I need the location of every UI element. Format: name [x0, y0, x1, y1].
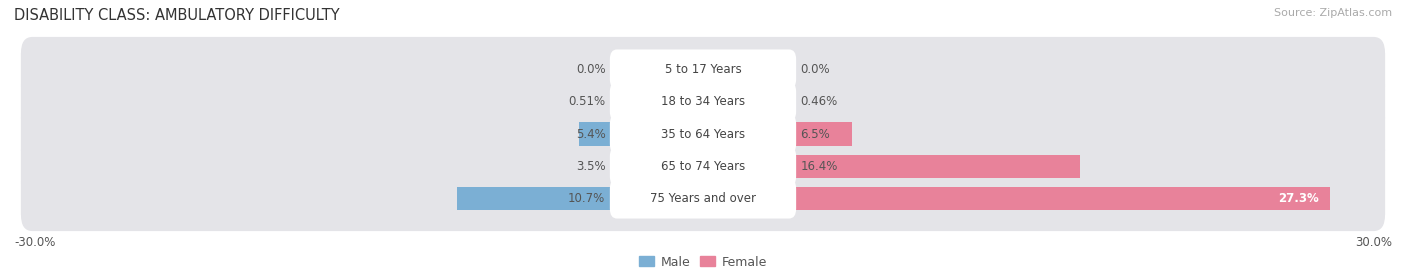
Text: 5 to 17 Years: 5 to 17 Years: [665, 63, 741, 76]
Bar: [579, 122, 703, 146]
Bar: [457, 187, 703, 210]
Bar: [703, 155, 1080, 178]
FancyBboxPatch shape: [21, 37, 1385, 102]
FancyBboxPatch shape: [21, 134, 1385, 199]
FancyBboxPatch shape: [21, 183, 1385, 215]
Legend: Male, Female: Male, Female: [634, 251, 772, 268]
Text: 30.0%: 30.0%: [1355, 236, 1392, 249]
FancyBboxPatch shape: [610, 147, 796, 186]
Text: 5.4%: 5.4%: [575, 128, 606, 140]
Text: -30.0%: -30.0%: [14, 236, 55, 249]
Text: 0.51%: 0.51%: [568, 95, 606, 108]
Text: 65 to 74 Years: 65 to 74 Years: [661, 160, 745, 173]
Bar: [703, 90, 714, 113]
FancyBboxPatch shape: [610, 114, 796, 154]
Text: 10.7%: 10.7%: [568, 192, 606, 205]
Text: 18 to 34 Years: 18 to 34 Years: [661, 95, 745, 108]
Text: 0.0%: 0.0%: [800, 63, 830, 76]
Bar: [703, 187, 1330, 210]
Text: 27.3%: 27.3%: [1278, 192, 1319, 205]
FancyBboxPatch shape: [21, 102, 1385, 166]
FancyBboxPatch shape: [21, 166, 1385, 231]
FancyBboxPatch shape: [21, 150, 1385, 183]
FancyBboxPatch shape: [610, 50, 796, 89]
FancyBboxPatch shape: [21, 118, 1385, 150]
Text: 16.4%: 16.4%: [800, 160, 838, 173]
FancyBboxPatch shape: [21, 69, 1385, 134]
Text: 75 Years and over: 75 Years and over: [650, 192, 756, 205]
FancyBboxPatch shape: [610, 179, 796, 218]
FancyBboxPatch shape: [21, 85, 1385, 118]
FancyBboxPatch shape: [21, 53, 1385, 85]
Text: 35 to 64 Years: 35 to 64 Years: [661, 128, 745, 140]
Text: Source: ZipAtlas.com: Source: ZipAtlas.com: [1274, 8, 1392, 18]
Bar: [692, 90, 703, 113]
Text: 0.46%: 0.46%: [800, 95, 838, 108]
Text: 6.5%: 6.5%: [800, 128, 831, 140]
Text: 0.0%: 0.0%: [576, 63, 606, 76]
Bar: [703, 122, 852, 146]
Text: 3.5%: 3.5%: [576, 160, 606, 173]
FancyBboxPatch shape: [610, 82, 796, 121]
Bar: [623, 155, 703, 178]
Text: DISABILITY CLASS: AMBULATORY DIFFICULTY: DISABILITY CLASS: AMBULATORY DIFFICULTY: [14, 8, 340, 23]
